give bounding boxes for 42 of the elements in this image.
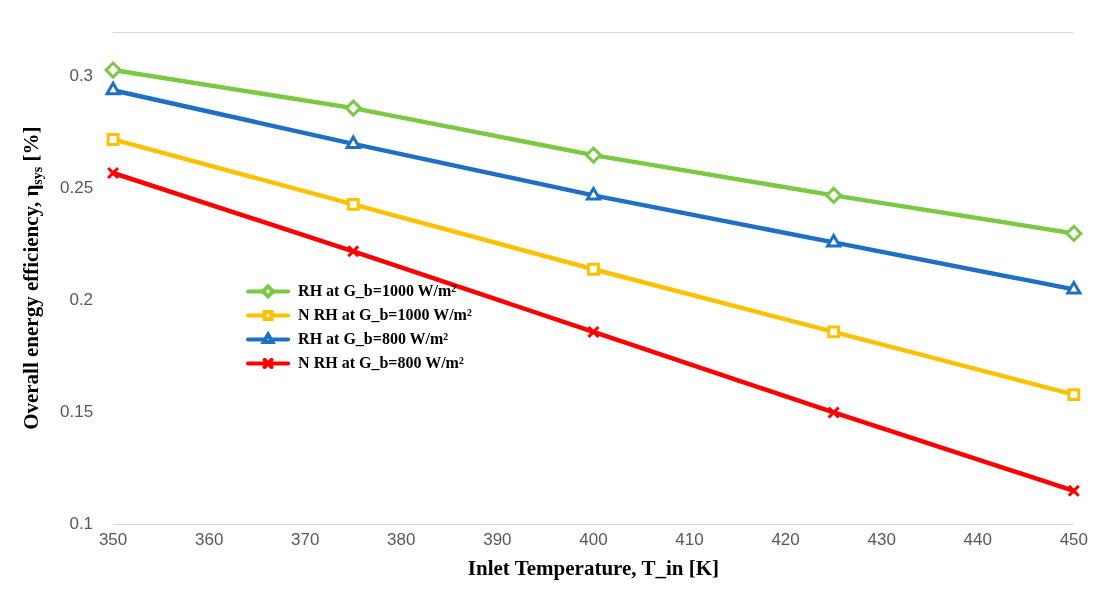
point [827, 406, 841, 419]
x-tick-label: 430 [867, 530, 896, 550]
point [1066, 280, 1082, 295]
point [346, 197, 360, 211]
point [1067, 388, 1081, 402]
legend-label: N RH at G_b=1000 W/m² [298, 305, 472, 323]
x-tick-label: 450 [1059, 530, 1089, 550]
point [1067, 484, 1081, 498]
point [584, 146, 602, 164]
y-tick-label: 0.25 [59, 178, 94, 198]
point [1065, 224, 1083, 242]
point [587, 262, 600, 276]
x-tick-label: 380 [387, 530, 416, 550]
y-tick-label: 0.2 [69, 290, 94, 310]
point [105, 81, 121, 96]
x-tick-label: 400 [579, 530, 608, 550]
point [106, 166, 120, 180]
point [826, 233, 842, 248]
point [587, 325, 600, 339]
y-tick-label: 0.1 [69, 514, 94, 534]
point [345, 135, 361, 149]
point [585, 186, 602, 201]
point [344, 99, 362, 117]
point [104, 61, 122, 79]
x-tick-label: 410 [675, 530, 704, 550]
x-tick-label: 390 [483, 530, 512, 550]
point [825, 186, 843, 204]
x-tick-label: 420 [771, 530, 800, 550]
x-tick-label: 360 [194, 530, 224, 550]
point [106, 132, 120, 146]
x-tick-label: 440 [963, 530, 992, 550]
x-axis-title: Inlet Temperature, T_in [K] [467, 555, 720, 580]
x-tick-label: 370 [291, 530, 320, 550]
point [827, 325, 841, 339]
point [346, 244, 360, 258]
legend-label: RH at G_b=800 W/m² [298, 329, 449, 347]
y-tick-label: 0.3 [69, 66, 94, 86]
legend-label: RH at G_b=1000 W/m² [298, 281, 457, 299]
x-tick-label: 350 [98, 530, 128, 550]
y-tick-label: 0.15 [59, 402, 94, 422]
legend-label: N RH at G_b=800 W/m² [298, 353, 464, 371]
y-axis-title: Overall energy efficiency, ηsys [%] [19, 126, 45, 430]
